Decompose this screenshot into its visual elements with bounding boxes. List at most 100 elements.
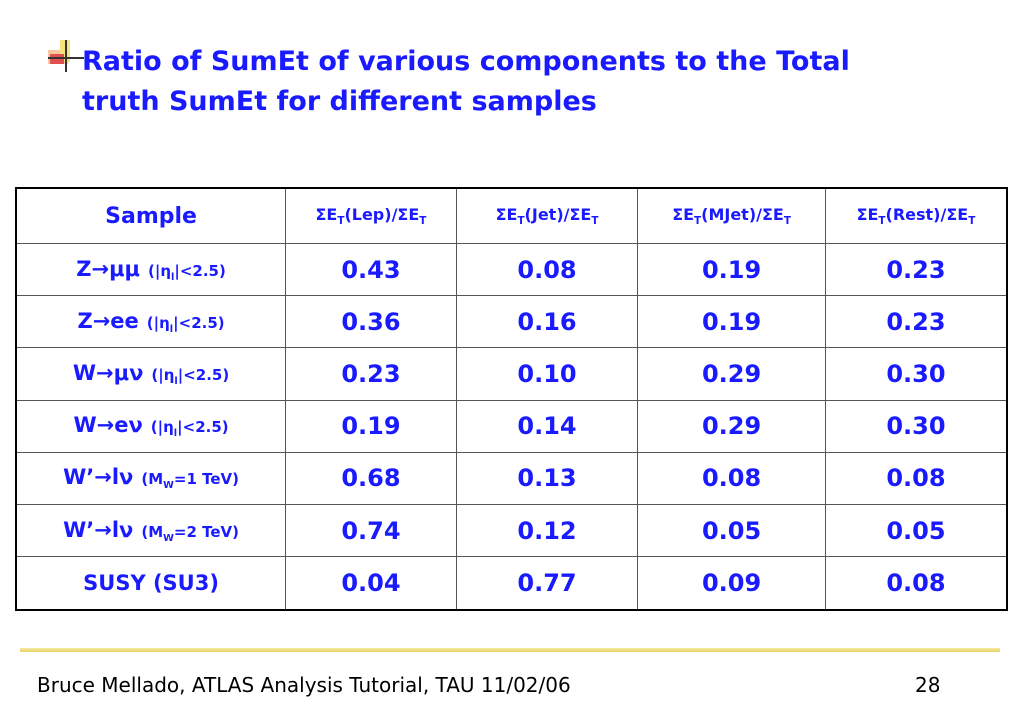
value-cell: 0.29 [637,347,826,401]
header-cell: ΣET(MJet)/ΣET [637,187,826,244]
subscript: W [163,532,174,544]
subscript: W [163,480,174,492]
sample-note: (|ηl|<2.5) [148,261,226,283]
subscript: l [173,428,178,440]
value-cell: 0.08 [637,451,826,506]
page-number: 28 [915,673,941,697]
subscript: T [591,215,599,228]
row-label: SUSY (SU3) [15,556,287,611]
value-cell: 0.19 [285,399,457,453]
value-cell: 0.05 [824,504,1008,558]
value-cell: 0.10 [455,347,639,401]
value-cell: 0.43 [285,242,457,297]
value-cell: 0.19 [637,242,826,297]
row: W→eν (|ηl|<2.5) 0.19 0.14 0.29 0.30 [15,399,1008,453]
text: ΣE [495,204,518,224]
footer-rule [20,648,1000,652]
sample-name: W→eν [73,413,143,438]
subscript: T [337,215,345,228]
text: ΣE [315,204,338,224]
value-cell: 0.08 [824,556,1008,611]
text: ΣE [856,204,879,224]
sample-name: Z→ee [77,308,139,333]
title-line: truth SumEt for different samples [82,86,597,117]
row: W’→lν (MW=2 TeV) 0.74 0.12 0.05 0.05 [15,504,1008,558]
value-cell: 0.09 [637,556,826,611]
row-label: Z→μμ (|ηl|<2.5) [15,242,287,297]
row-label: W’→lν (MW=1 TeV) [15,451,287,506]
row: W’→lν (MW=1 TeV) 0.68 0.13 0.08 0.08 [15,451,1008,506]
row: Z→μμ (|ηl|<2.5) 0.43 0.08 0.19 0.23 [15,242,1008,297]
value-cell: 0.68 [285,451,457,506]
row-label: W→μν (|ηl|<2.5) [15,347,287,401]
value-cell: 0.08 [824,451,1008,506]
sample-note: (MW=1 TeV) [141,470,240,492]
value-cell: 0.23 [824,242,1008,297]
sample-note: (|ηl|<2.5) [150,418,229,440]
header-cell: ΣET(Lep)/ΣET [285,187,457,244]
value-cell: 0.23 [285,347,457,401]
text: (M [141,470,164,489]
value-cell: 0.05 [637,504,826,558]
value-cell: 0.30 [824,399,1008,453]
text: (|η [146,313,170,332]
subscript: T [694,215,702,228]
row-label: W→eν (|ηl|<2.5) [15,399,287,453]
value-cell: 0.23 [824,295,1008,349]
row-label: W’→lν (MW=2 TeV) [15,504,287,558]
text: (M [141,522,164,541]
value-cell: 0.13 [455,451,639,506]
subscript: l [174,376,178,388]
subscript: l [169,323,174,335]
value-cell: 0.12 [455,504,639,558]
sample-name: W’→lν [63,517,134,542]
header-row: Sample ΣET(Lep)/ΣET ΣET(Jet)/ΣET ΣET(MJet)/… [15,187,1008,244]
text: (Jet)/ΣE [524,204,592,224]
text: (|η [150,418,174,437]
sample-note: (MW=2 TeV) [141,522,240,544]
text: ΣE [672,204,695,224]
header-cell: ΣET(Rest)/ΣET [824,187,1008,244]
subscript: T [968,215,976,228]
value-cell: 0.19 [637,295,826,349]
value-cell: 0.77 [455,556,639,611]
row: Z→ee (|ηl|<2.5) 0.36 0.16 0.19 0.23 [15,295,1008,349]
value-cell: 0.74 [285,504,457,558]
title-line: Ratio of SumEt of various components to … [82,46,850,77]
text: (MJet)/ΣE [701,204,784,224]
header-cell: Sample [15,187,287,244]
footer-text: Bruce Mellado, ATLAS Analysis Tutorial, … [37,673,571,697]
text: |<2.5) [174,261,226,280]
text: (Rest)/ΣE [885,204,969,224]
row: W→μν (|ηl|<2.5) 0.23 0.10 0.29 0.30 [15,347,1008,401]
sample-name: SUSY (SU3) [83,571,219,596]
row-label: Z→ee (|ηl|<2.5) [15,295,287,349]
text: |<2.5) [173,313,225,332]
text: =2 TeV) [173,522,240,541]
text: =1 TeV) [173,470,240,489]
value-cell: 0.16 [455,295,639,349]
value-cell: 0.14 [455,399,639,453]
value-cell: 0.36 [285,295,457,349]
row: SUSY (SU3) 0.04 0.77 0.09 0.08 [15,556,1008,611]
sample-note: (|ηl|<2.5) [151,366,229,388]
title: Ratio of SumEt of various components to … [82,42,850,122]
value-cell: 0.04 [285,556,457,611]
subscript: T [783,215,791,228]
value-cell: 0.08 [455,242,639,297]
text: (|η [148,261,172,280]
subscript: T [517,215,525,228]
subscript: l [171,271,175,283]
sample-name: W→μν [72,361,144,386]
text: |<2.5) [177,418,229,437]
text: (Lep)/ΣE [344,204,420,224]
sample-note: (|ηl|<2.5) [146,313,225,335]
subscript: T [878,215,886,228]
text: Sample [105,203,197,229]
value-cell: 0.30 [824,347,1008,401]
sample-name: Z→μμ [76,256,140,281]
text: (|η [151,366,175,385]
bullet-icon [48,40,84,72]
sample-name: W’→lν [63,465,134,490]
